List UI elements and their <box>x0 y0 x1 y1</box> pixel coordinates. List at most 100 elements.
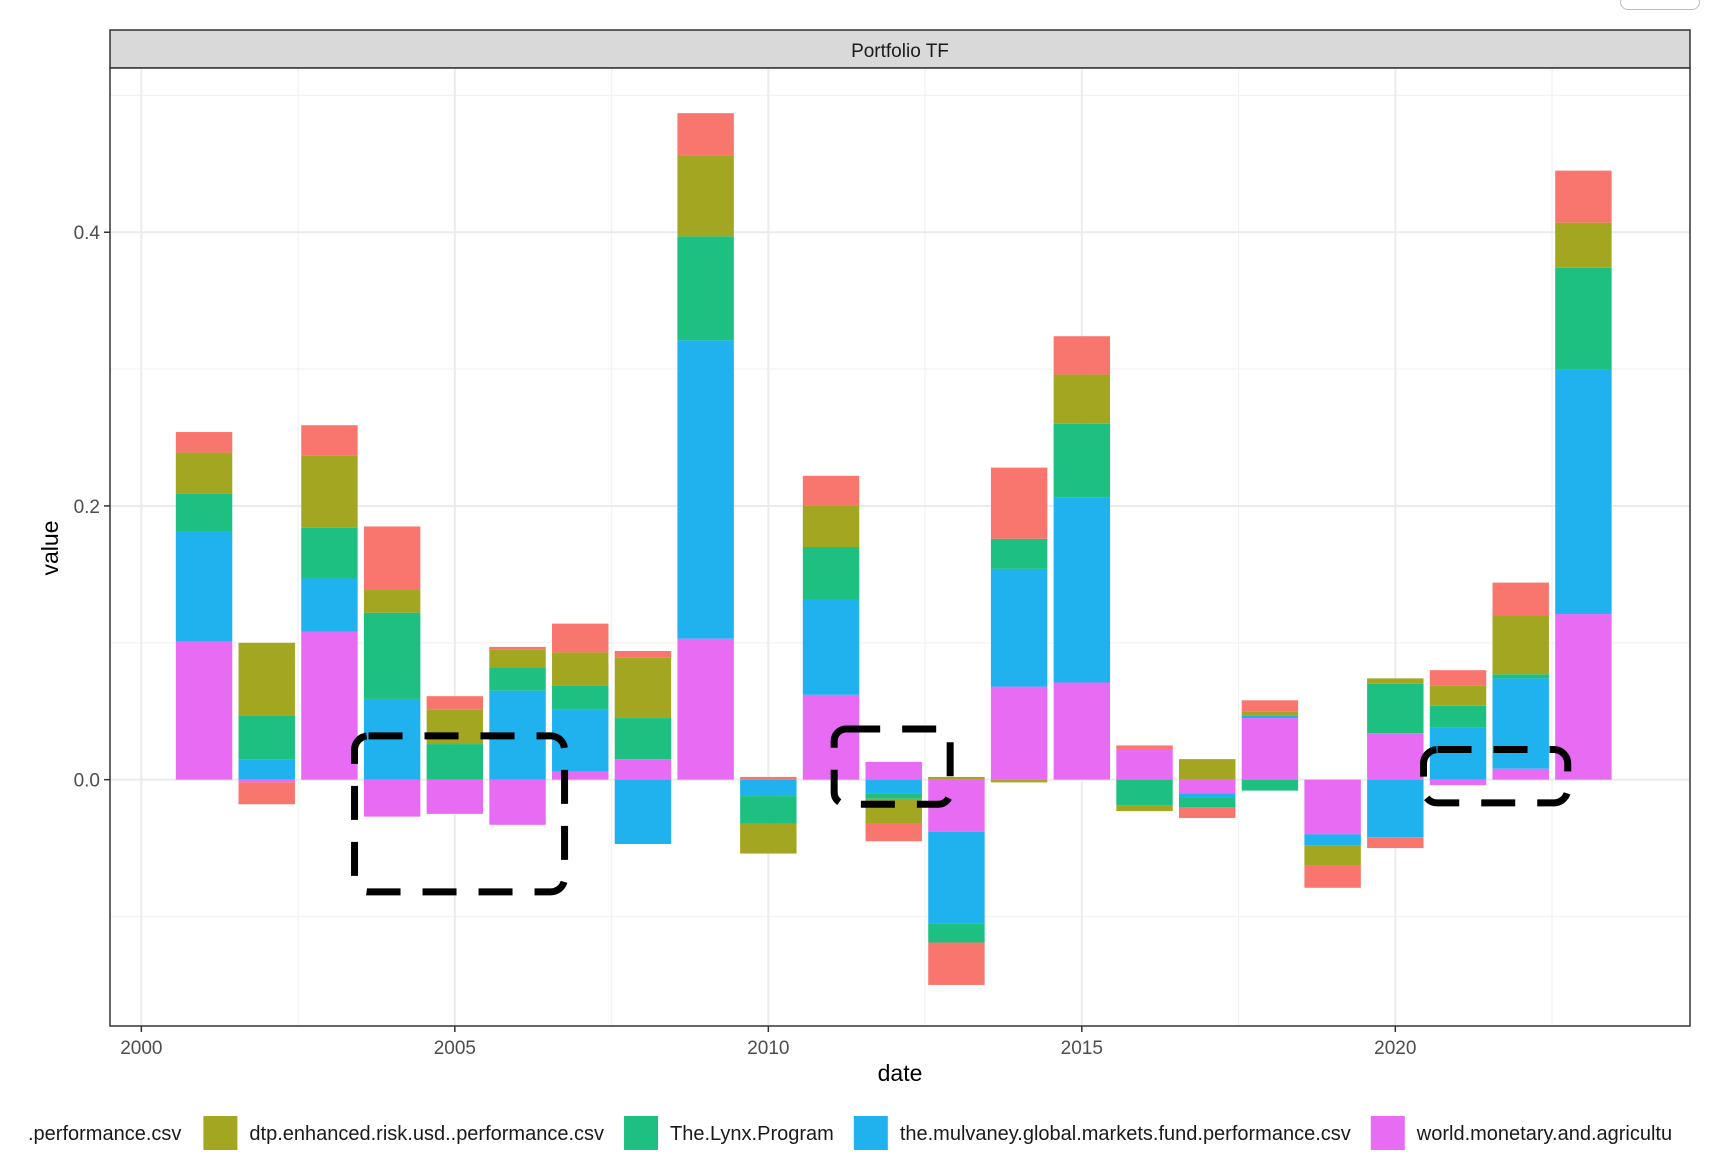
legend-label: the.mulvaney.global.markets.fund.perform… <box>900 1123 1351 1145</box>
legend-key <box>203 1116 238 1150</box>
bar-segment <box>865 793 922 799</box>
bar-segment <box>1492 615 1549 675</box>
annotations <box>351 725 1572 896</box>
bar-segment <box>740 823 797 854</box>
bar-segment <box>238 642 295 716</box>
bar-segment <box>1241 715 1299 719</box>
bar-segment <box>489 649 546 668</box>
facet-title: Portfolio TF <box>851 41 949 62</box>
bar-segment <box>1179 759 1236 780</box>
y-tick-label: 0.4 <box>74 223 101 244</box>
x-tick-label: 2010 <box>747 1038 789 1059</box>
legend-key <box>853 1116 888 1150</box>
bar-segment <box>990 686 1048 780</box>
axes: 2000 2005 2010 2015 2020 0.0 0.2 0.4 <box>74 223 1417 1059</box>
bar-segment <box>1053 497 1111 683</box>
x-axis-title: date <box>878 1060 923 1086</box>
bar-segment <box>677 236 734 341</box>
bar-segment <box>990 467 1048 539</box>
legend: .performance.csv dtp.enhanced.risk.usd..p… <box>28 1116 1672 1150</box>
bar-segment <box>1053 682 1111 780</box>
bar-segment <box>552 685 609 710</box>
bar-segment <box>928 831 985 924</box>
bar-segment <box>1429 685 1487 706</box>
bar-segment <box>1241 700 1299 712</box>
bar-segment <box>426 744 484 780</box>
bar-segment <box>1304 865 1361 888</box>
bar-segment <box>552 652 609 686</box>
y-tick-label: 0.0 <box>74 771 100 792</box>
x-tick-label: 2000 <box>120 1038 162 1059</box>
bar-segment <box>928 942 985 985</box>
bar-segment <box>1116 779 1173 806</box>
bar-segment <box>1429 670 1487 686</box>
bar-segment <box>1179 793 1236 798</box>
bar-segment <box>489 667 546 691</box>
bar-segment <box>802 547 860 600</box>
bar-segment <box>1116 805 1173 812</box>
bar-segment <box>1492 674 1549 679</box>
bar-segment <box>301 527 358 579</box>
bar-segment <box>301 455 358 528</box>
bar-segment <box>1053 374 1111 424</box>
bar-segment <box>1492 582 1549 616</box>
y-tick-label: 0.2 <box>74 497 100 518</box>
bar-segment <box>1429 779 1487 786</box>
bar-segment <box>1304 834 1361 846</box>
bar-segment <box>1304 845 1361 866</box>
bar-segment <box>802 475 860 506</box>
bar-segment <box>238 759 295 780</box>
bar-segment <box>1367 837 1424 849</box>
bar-segment <box>552 771 609 780</box>
bar-segment <box>238 782 295 805</box>
bar-segment <box>740 779 797 797</box>
bar-segment <box>928 776 985 780</box>
bar-segment <box>489 646 546 650</box>
bar-segment <box>301 578 358 632</box>
bar-segment <box>1429 727 1487 780</box>
bar-segment <box>175 641 233 780</box>
bar-segment <box>363 589 421 613</box>
bar-segment <box>677 155 734 237</box>
legend-label: The.Lynx.Program <box>670 1123 834 1145</box>
bar-segment <box>614 718 672 760</box>
bar-segment <box>614 759 672 780</box>
bar-segment <box>1053 423 1111 498</box>
bar-segment <box>865 823 922 842</box>
bar-segment <box>1241 711 1299 716</box>
bars <box>175 113 1612 985</box>
legend-label: dtp.enhanced.risk.usd..performance.csv <box>249 1123 604 1145</box>
bar-segment <box>1241 718 1299 780</box>
bar-segment <box>426 696 484 710</box>
bar-segment <box>1367 779 1424 838</box>
bar-segment <box>1555 267 1612 370</box>
bar-segment <box>990 568 1048 687</box>
dashed-outline <box>1420 746 1572 807</box>
bar-segment <box>677 113 734 156</box>
bar-segment <box>990 779 1048 783</box>
bar-segment <box>677 638 734 780</box>
bar-segment <box>175 493 233 532</box>
bar-segment <box>301 425 358 456</box>
bar-segment <box>1304 779 1361 835</box>
bar-segment <box>740 796 797 824</box>
x-tick-label: 2015 <box>1061 1038 1103 1059</box>
bar-segment <box>363 612 421 699</box>
legend-key <box>1370 1116 1405 1150</box>
bar-segment <box>238 715 295 760</box>
bar-segment <box>614 657 672 719</box>
bar-segment <box>802 599 860 695</box>
panel-border <box>109 67 1691 1027</box>
bar-segment <box>1492 678 1549 769</box>
bar-segment <box>363 526 421 590</box>
bar-segment <box>489 779 546 825</box>
bar-segment <box>928 923 985 943</box>
legend-key <box>624 1116 659 1150</box>
bar-segment <box>1555 222 1612 268</box>
bar-segment <box>1053 336 1111 375</box>
bar-segment <box>1555 170 1612 223</box>
bar-segment <box>1429 705 1487 728</box>
bar-segment <box>614 779 672 844</box>
bar-segment <box>1179 797 1236 808</box>
